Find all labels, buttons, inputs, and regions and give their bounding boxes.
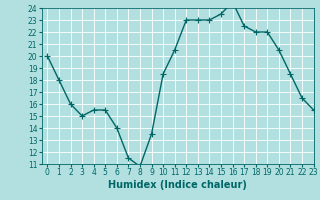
- X-axis label: Humidex (Indice chaleur): Humidex (Indice chaleur): [108, 180, 247, 190]
